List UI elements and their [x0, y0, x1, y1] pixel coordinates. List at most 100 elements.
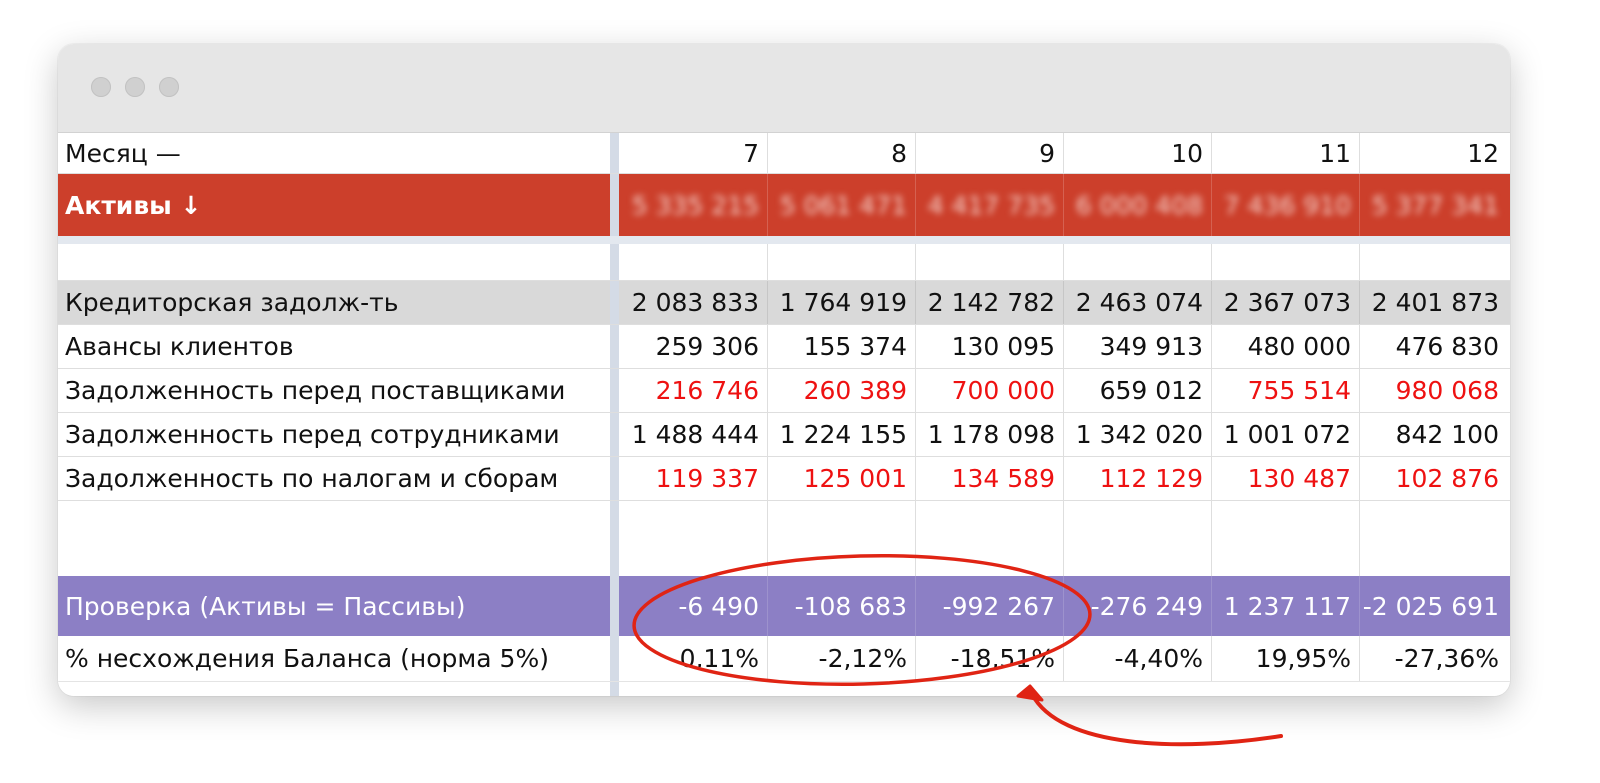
month-header-cell[interactable]: 12: [1359, 133, 1507, 173]
balance-check-value-cell[interactable]: 1 237 117: [1211, 576, 1359, 636]
value-cell[interactable]: 1 224 155: [767, 413, 915, 456]
window-control-dot[interactable]: [91, 77, 111, 97]
value-cell[interactable]: 260 389: [767, 369, 915, 412]
mismatch-percent-cell[interactable]: 19,95%: [1211, 636, 1359, 681]
value-cell[interactable]: 2 463 074: [1063, 281, 1211, 324]
assets-row: Активы ↓ 5 335 215 5 061 471 4 417 735 6…: [58, 174, 1510, 236]
empty-cell[interactable]: [1211, 244, 1359, 280]
balance-check-value-cell[interactable]: -6 490: [678, 591, 759, 621]
blurred-value: 5 377 341: [1371, 190, 1499, 220]
value-cell[interactable]: 125 001: [767, 457, 915, 500]
frozen-column-divider: [610, 369, 619, 412]
window-titlebar: [58, 44, 1510, 133]
spreadsheet-window: Месяц — 7 8 9 10 11 12 Активы ↓ 5 335 21…: [58, 44, 1510, 696]
balance-check-value-cell[interactable]: -276 249: [1063, 576, 1211, 636]
value-cell[interactable]: 1 178 098: [915, 413, 1063, 456]
row-label-cell[interactable]: Задолженность по налогам и сборам: [65, 464, 559, 493]
row-label-cell[interactable]: Авансы клиентов: [65, 332, 294, 361]
value-cell[interactable]: 755 514: [1211, 369, 1359, 412]
mismatch-percent-cell[interactable]: 0,11%: [679, 644, 759, 673]
assets-label-cell[interactable]: Активы ↓: [65, 190, 202, 220]
window-control-dot[interactable]: [125, 77, 145, 97]
value-cell[interactable]: 155 374: [767, 325, 915, 368]
assets-value-cell[interactable]: 7 436 910: [1211, 174, 1359, 236]
row-label-cell[interactable]: Кредиторская задолж-ть: [65, 288, 399, 317]
empty-cell[interactable]: [915, 501, 1063, 576]
month-header-cell[interactable]: 9: [915, 133, 1063, 173]
value-cell[interactable]: 659 012: [1063, 369, 1211, 412]
empty-cell[interactable]: [767, 501, 915, 576]
spreadsheet-grid: Месяц — 7 8 9 10 11 12 Активы ↓ 5 335 21…: [58, 133, 1510, 696]
empty-row: [58, 244, 1510, 281]
value-cell[interactable]: 2 083 833: [631, 288, 759, 317]
value-cell[interactable]: 842 100: [1359, 413, 1507, 456]
value-cell[interactable]: 349 913: [1063, 325, 1211, 368]
value-cell[interactable]: 980 068: [1359, 369, 1507, 412]
month-header-cell[interactable]: 11: [1211, 133, 1359, 173]
section-gap: [58, 236, 1510, 244]
value-cell[interactable]: 476 830: [1359, 325, 1507, 368]
empty-cell: [58, 682, 610, 696]
mismatch-percent-cell[interactable]: -2,12%: [767, 636, 915, 681]
balance-check-value-cell[interactable]: -992 267: [915, 576, 1063, 636]
row-label-cell[interactable]: Задолженность перед сотрудниками: [65, 420, 560, 449]
balance-check-row: Проверка (Активы = Пассивы) -6 490 -108 …: [58, 576, 1510, 636]
value-cell[interactable]: 2 367 073: [1211, 281, 1359, 324]
value-cell[interactable]: 259 306: [655, 332, 759, 361]
value-cell[interactable]: 480 000: [1211, 325, 1359, 368]
empty-cell[interactable]: [1063, 501, 1211, 576]
header-row: Месяц — 7 8 9 10 11 12: [58, 133, 1510, 174]
empty-cell[interactable]: [619, 501, 767, 576]
empty-cell[interactable]: [1063, 244, 1211, 280]
value-cell[interactable]: 1 488 444: [631, 420, 759, 449]
month-header-cell[interactable]: 8: [767, 133, 915, 173]
assets-value-cell[interactable]: 5 377 341: [1359, 174, 1507, 236]
value-cell[interactable]: 130 095: [915, 325, 1063, 368]
value-cell[interactable]: 216 746: [655, 376, 759, 405]
frozen-column-divider: [610, 413, 619, 456]
table-row: Задолженность по налогам и сборам 119 33…: [58, 457, 1510, 501]
blurred-value: 4 417 735: [927, 190, 1055, 220]
balance-check-label-cell[interactable]: Проверка (Активы = Пассивы): [65, 591, 466, 621]
assets-value-cell[interactable]: 4 417 735: [915, 174, 1063, 236]
window-control-dot[interactable]: [159, 77, 179, 97]
value-cell[interactable]: 2 142 782: [915, 281, 1063, 324]
header-label-cell[interactable]: Месяц —: [65, 138, 181, 168]
assets-value-cell[interactable]: 5 061 471: [767, 174, 915, 236]
balance-check-value-cell[interactable]: -2 025 691: [1359, 576, 1507, 636]
value-cell[interactable]: 130 487: [1211, 457, 1359, 500]
empty-cell[interactable]: [58, 501, 610, 576]
month-header-cell[interactable]: 10: [1063, 133, 1211, 173]
month-header-cell[interactable]: 7: [743, 138, 759, 168]
assets-value-cell[interactable]: 5 335 215: [619, 174, 767, 236]
value-cell[interactable]: 102 876: [1359, 457, 1507, 500]
value-cell[interactable]: 2 401 873: [1359, 281, 1507, 324]
mismatch-percent-cell[interactable]: -27,36%: [1359, 636, 1507, 681]
blurred-value: 5 061 471: [779, 190, 907, 220]
annotation-arrow: [1030, 692, 1283, 747]
value-cell[interactable]: 1 764 919: [767, 281, 915, 324]
frozen-column-divider: [610, 244, 619, 280]
empty-cell[interactable]: [1359, 501, 1507, 576]
mismatch-percent-cell[interactable]: -18,51%: [915, 636, 1063, 681]
row-label-cell[interactable]: Задолженность перед поставщиками: [65, 376, 566, 405]
empty-cell[interactable]: [1211, 501, 1359, 576]
empty-cell[interactable]: [1359, 244, 1507, 280]
empty-cell[interactable]: [767, 244, 915, 280]
value-cell[interactable]: 1 001 072: [1211, 413, 1359, 456]
frozen-column-divider: [610, 281, 619, 324]
frozen-column-divider: [610, 174, 619, 236]
balance-check-value-cell[interactable]: -108 683: [767, 576, 915, 636]
value-cell[interactable]: 134 589: [915, 457, 1063, 500]
value-cell[interactable]: 119 337: [655, 464, 759, 493]
mismatch-percent-label-cell[interactable]: % несхождения Баланса (норма 5%): [65, 644, 549, 673]
empty-cell[interactable]: [619, 244, 767, 280]
mismatch-percent-cell[interactable]: -4,40%: [1063, 636, 1211, 681]
value-cell[interactable]: 112 129: [1063, 457, 1211, 500]
assets-value-cell[interactable]: 6 000 408: [1063, 174, 1211, 236]
table-row: Задолженность перед поставщиками 216 746…: [58, 369, 1510, 413]
empty-cell[interactable]: [58, 244, 610, 280]
empty-cell[interactable]: [915, 244, 1063, 280]
value-cell[interactable]: 1 342 020: [1063, 413, 1211, 456]
value-cell[interactable]: 700 000: [915, 369, 1063, 412]
